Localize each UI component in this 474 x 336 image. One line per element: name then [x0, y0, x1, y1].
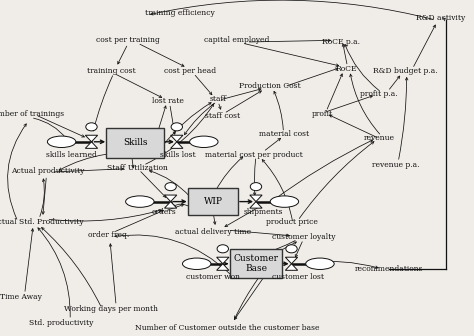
Text: order freq.: order freq. [88, 231, 130, 239]
Text: product price: product price [265, 218, 318, 226]
Circle shape [165, 182, 176, 191]
Ellipse shape [47, 136, 76, 148]
Text: customer lost: customer lost [272, 273, 324, 281]
Text: Production Cost: Production Cost [239, 82, 301, 90]
Text: actual delivery time: actual delivery time [175, 228, 251, 236]
Polygon shape [164, 195, 177, 202]
Polygon shape [171, 142, 183, 149]
Polygon shape [250, 202, 262, 208]
Text: material cost: material cost [259, 130, 310, 138]
Polygon shape [217, 257, 229, 264]
Ellipse shape [190, 136, 218, 148]
Text: RoCE: RoCE [335, 65, 357, 73]
FancyBboxPatch shape [229, 249, 282, 278]
Text: recommendations: recommendations [355, 265, 423, 273]
Text: capital employed: capital employed [204, 36, 270, 44]
Text: Number of Customer outside the customer base: Number of Customer outside the customer … [135, 324, 320, 332]
Polygon shape [85, 135, 98, 142]
Text: customer loyalty: customer loyalty [272, 233, 335, 241]
Text: RoCE p.a.: RoCE p.a. [322, 38, 360, 46]
Polygon shape [285, 264, 298, 270]
Ellipse shape [306, 258, 334, 269]
Text: lost rate: lost rate [152, 97, 184, 105]
Text: training efficiency: training efficiency [145, 9, 215, 17]
Polygon shape [217, 264, 229, 270]
Text: Actual Std. Productivity: Actual Std. Productivity [0, 218, 84, 226]
Text: staff: staff [210, 95, 227, 103]
Text: R&D budget p.a.: R&D budget p.a. [373, 67, 438, 75]
Text: Time Away: Time Away [0, 293, 42, 301]
Text: profit: profit [312, 110, 333, 118]
Text: revenue: revenue [364, 134, 395, 142]
Text: revenue p.a.: revenue p.a. [372, 161, 419, 169]
Text: Actual productivity: Actual productivity [11, 167, 84, 175]
Text: Staff Utilization: Staff Utilization [107, 164, 168, 172]
Circle shape [171, 123, 182, 131]
Circle shape [86, 123, 97, 131]
Text: number of trainings: number of trainings [0, 110, 64, 118]
Text: staff cost: staff cost [205, 112, 240, 120]
Text: orders: orders [151, 208, 176, 216]
Text: cost per training: cost per training [96, 36, 160, 44]
Text: Working days per month: Working days per month [64, 305, 158, 313]
Text: training cost: training cost [87, 67, 136, 75]
Text: customer won: customer won [186, 273, 240, 281]
FancyBboxPatch shape [106, 128, 164, 158]
Circle shape [250, 182, 262, 191]
Ellipse shape [270, 196, 299, 207]
Text: skills lost: skills lost [160, 151, 196, 159]
Text: WIP: WIP [204, 197, 223, 206]
Polygon shape [164, 202, 177, 208]
Text: Skills: Skills [123, 138, 147, 147]
Text: cost per head: cost per head [164, 67, 216, 75]
Text: R&D activity: R&D activity [416, 14, 465, 23]
Polygon shape [171, 135, 183, 142]
Circle shape [217, 245, 228, 253]
Polygon shape [285, 257, 298, 264]
Text: Customer
Base: Customer Base [234, 254, 278, 274]
Ellipse shape [126, 196, 154, 207]
FancyBboxPatch shape [188, 188, 238, 215]
Text: skills learned: skills learned [46, 151, 97, 159]
Circle shape [286, 245, 297, 253]
Polygon shape [250, 195, 262, 202]
Text: Std. productivity: Std. productivity [29, 319, 94, 327]
Polygon shape [85, 142, 98, 149]
Text: profit p.a.: profit p.a. [360, 90, 398, 98]
Text: material cost per product: material cost per product [205, 151, 302, 159]
Text: shipments: shipments [243, 208, 283, 216]
Ellipse shape [182, 258, 211, 269]
